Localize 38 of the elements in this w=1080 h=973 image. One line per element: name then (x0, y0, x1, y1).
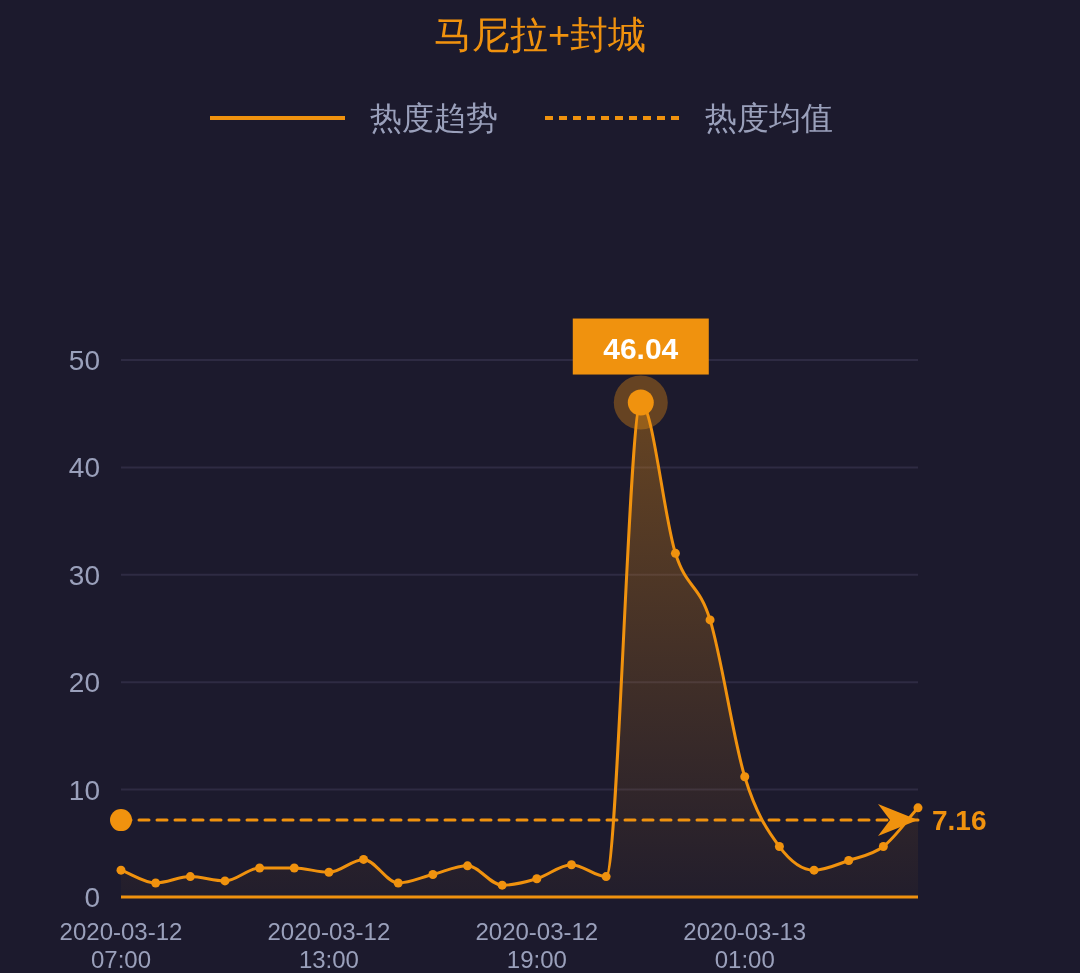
point (601, 872, 611, 882)
point (497, 880, 507, 890)
y-tick-label: 10 (68, 774, 100, 806)
x-tick-label: 2020-03-12 13:00 (267, 918, 391, 973)
point (185, 872, 195, 882)
point (705, 615, 715, 625)
point (116, 865, 126, 875)
point (670, 548, 680, 558)
point (809, 865, 819, 875)
point (151, 878, 161, 888)
point (844, 855, 854, 865)
point (220, 876, 230, 886)
legend-label: 热度趋势 (370, 100, 498, 136)
point (740, 772, 750, 782)
point (878, 842, 888, 852)
x-tick-label: 2020-03-12 07:00 (59, 918, 183, 973)
y-tick-label: 50 (68, 345, 100, 376)
annotation: 46.04 (603, 331, 679, 365)
point (913, 803, 923, 813)
point (463, 861, 473, 871)
point (324, 867, 334, 877)
point (428, 869, 438, 879)
point (774, 842, 784, 852)
point (393, 878, 403, 888)
y-tick-label: 20 (68, 667, 100, 699)
chart-title: 马尼拉+封城 (433, 14, 647, 56)
y-tick-label: 40 (68, 452, 100, 484)
y-tick-label: 30 (68, 559, 100, 591)
point (289, 863, 299, 873)
point (255, 863, 265, 873)
data-label: 7.16 (932, 805, 987, 837)
point (566, 860, 576, 870)
y-tick-label: 0 (84, 882, 100, 913)
point (532, 874, 542, 884)
legend-label: 热度均值 (705, 100, 833, 136)
point (359, 854, 369, 864)
x-tick-label: 2020-03-13 01:00 (683, 918, 807, 973)
x-tick-label: 2020-03-12 19:00 (475, 918, 599, 973)
